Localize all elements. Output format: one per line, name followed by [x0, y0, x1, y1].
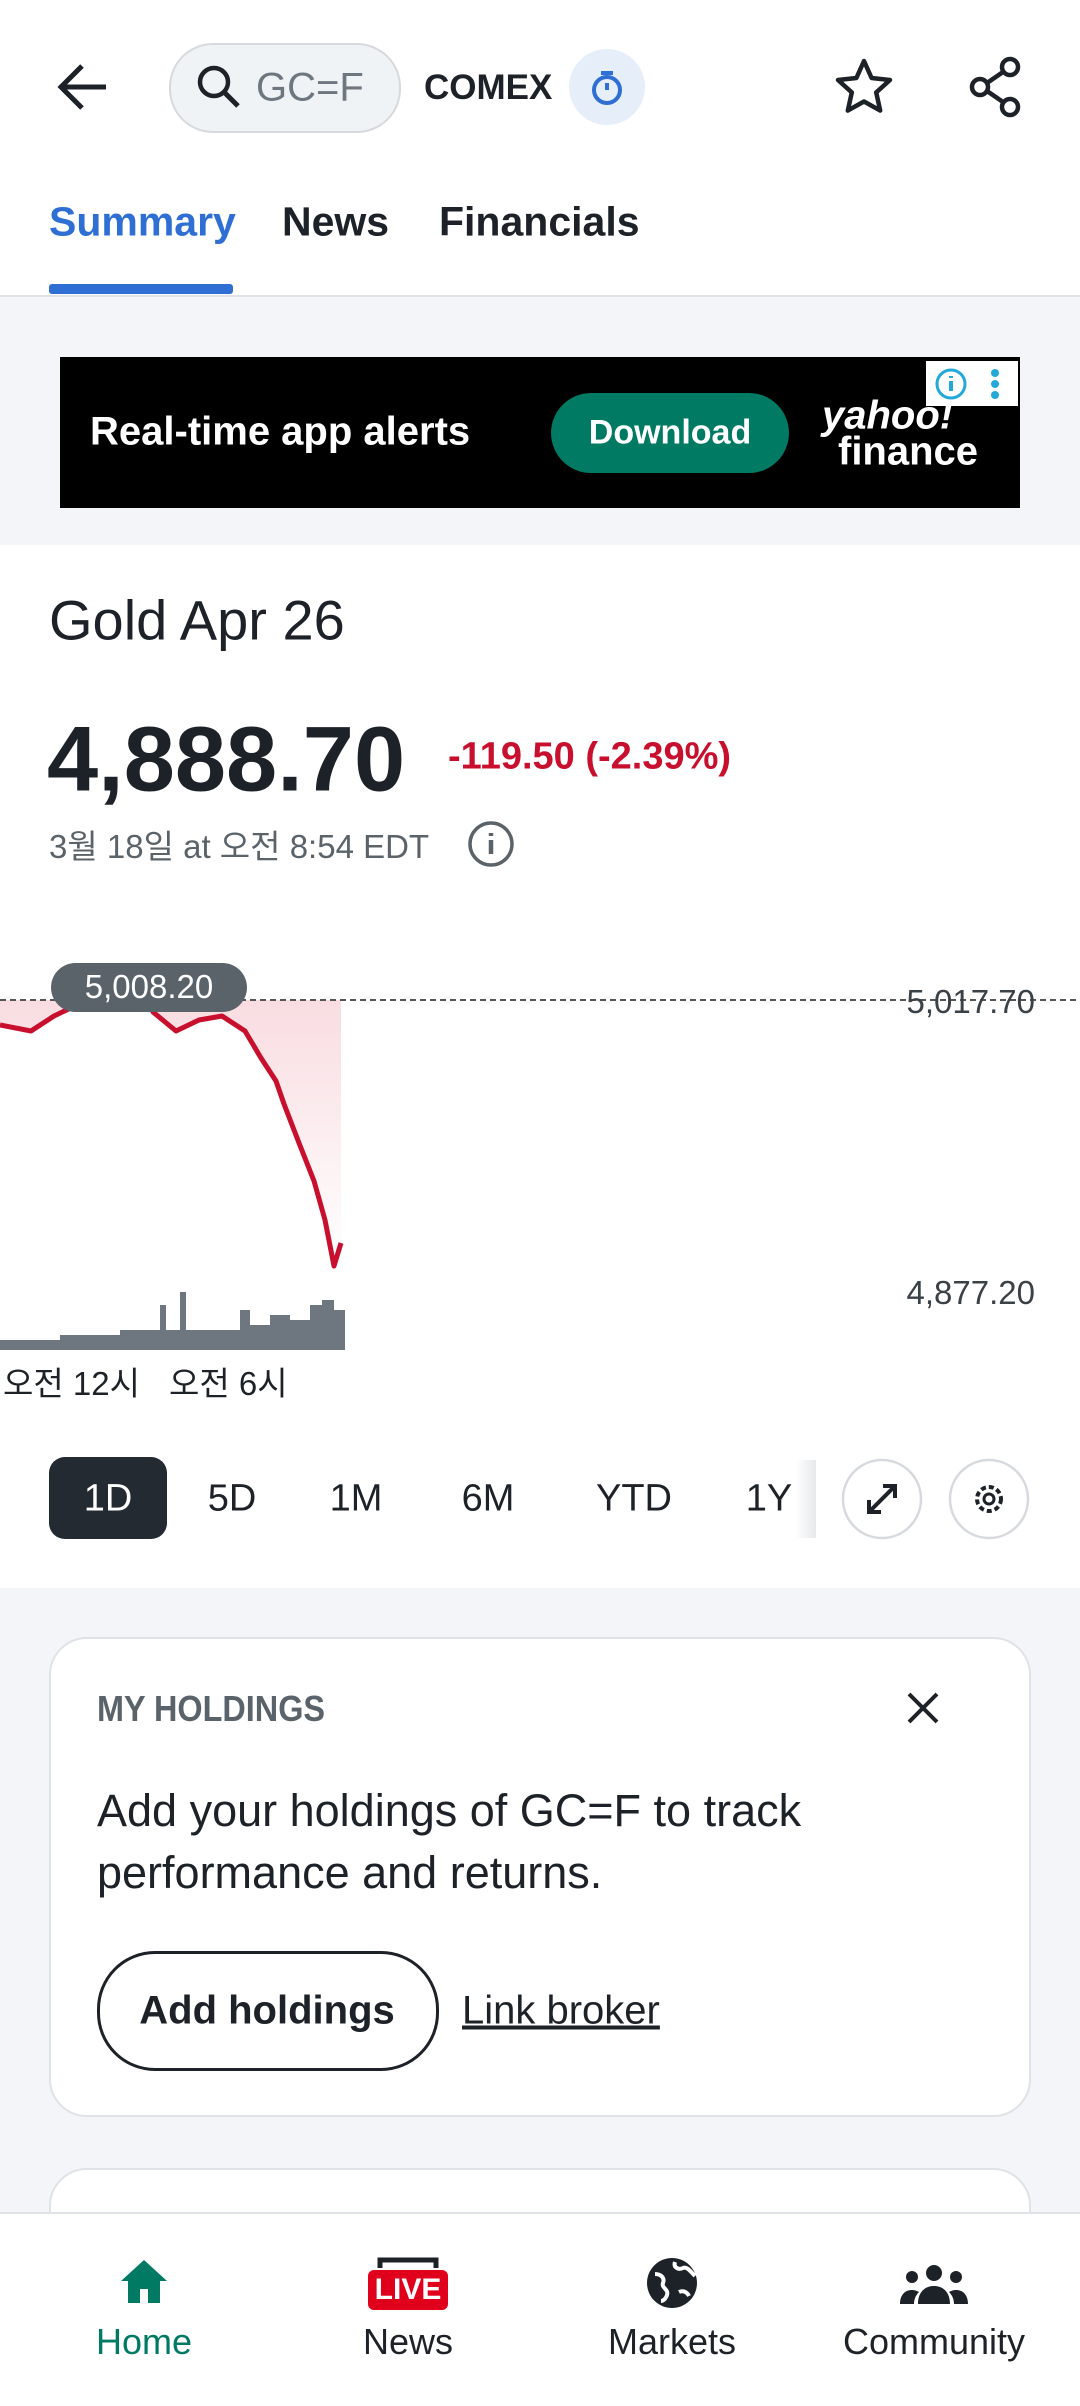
ad-info-icon — [935, 368, 999, 400]
range-button[interactable]: 5D — [207, 1477, 257, 1520]
volume-bars — [0, 1292, 345, 1350]
nav-markets[interactable]: Markets — [607, 2321, 737, 2362]
quote-time: 3월 18일 at 오전 8:54 EDT — [49, 828, 430, 865]
nav-community[interactable]: Community — [842, 2321, 1026, 2362]
range-button[interactable]: 1D — [83, 1477, 133, 1520]
quote-change: -119.50 (-2.39%) — [448, 735, 732, 778]
add-holdings-button[interactable] — [97, 1951, 439, 2071]
range-button[interactable]: 1M — [329, 1477, 383, 1520]
share-icon[interactable] — [968, 56, 1024, 118]
nav-news[interactable]: News — [362, 2321, 454, 2362]
prev-close-pill — [51, 963, 247, 1012]
expand-button[interactable] — [841, 1458, 923, 1540]
home-icon[interactable] — [119, 2257, 169, 2307]
ad-info[interactable] — [926, 361, 1018, 406]
exchange: COMEX — [424, 68, 553, 107]
timer-icon — [569, 49, 645, 125]
ad-text: Real-time app alerts — [90, 409, 471, 454]
info-icon[interactable] — [467, 820, 515, 868]
range-fade — [796, 1460, 816, 1538]
link-broker[interactable]: Link broker — [462, 1988, 660, 2033]
prev-close-label: 5,008.20 — [84, 968, 214, 1005]
community-icon[interactable] — [900, 2264, 968, 2304]
bottom-nav — [0, 2212, 1080, 2406]
ad-brand: finance — [838, 429, 979, 474]
star-icon[interactable] — [834, 57, 894, 117]
x-label: 오전 6시 — [169, 1365, 288, 1402]
range-button[interactable]: 1Y — [745, 1477, 793, 1520]
quote-name: Gold Apr 26 — [49, 588, 345, 652]
settings-button[interactable] — [948, 1458, 1030, 1540]
range-active-bg — [49, 1457, 167, 1539]
search-icon — [197, 65, 240, 108]
chart-bottom-label: 4,877.20 — [906, 1274, 1035, 1311]
holdings-card — [49, 1637, 1031, 2117]
tab-summary[interactable]: Summary — [49, 198, 236, 245]
close-icon[interactable] — [907, 1692, 939, 1724]
range-button[interactable]: 6M — [461, 1477, 515, 1520]
chart-area — [0, 990, 341, 1266]
chart-top-label: 5,017.70 — [906, 983, 1035, 1020]
x-label: 오전 12시 — [3, 1365, 140, 1402]
svg-text:LIVE: LIVE — [375, 2273, 442, 2306]
holdings-title: MY HOLDINGS — [97, 1688, 326, 1729]
divider — [0, 295, 1080, 297]
tab-underline — [49, 284, 233, 294]
holdings-text: Add your holdings of GC=F to track perfo… — [97, 1785, 802, 1898]
ad-button-text: Download — [588, 413, 752, 452]
quote-price: 4,888.70 — [47, 708, 406, 811]
markets-icon[interactable] — [645, 2256, 699, 2310]
range-button[interactable]: YTD — [596, 1477, 672, 1520]
search-text: GC=F — [256, 65, 364, 110]
tab-financials[interactable]: Financials — [439, 198, 640, 245]
add-holdings-text: Add holdings — [139, 1988, 395, 2033]
live-icon[interactable]: LIVE — [368, 2256, 448, 2310]
back-icon[interactable] — [56, 62, 108, 112]
ad-button[interactable] — [551, 393, 789, 473]
ad-banner[interactable] — [60, 357, 1020, 508]
search-box[interactable] — [169, 43, 401, 133]
nav-home[interactable]: Home — [95, 2321, 193, 2362]
tab-news[interactable]: News — [282, 198, 390, 245]
